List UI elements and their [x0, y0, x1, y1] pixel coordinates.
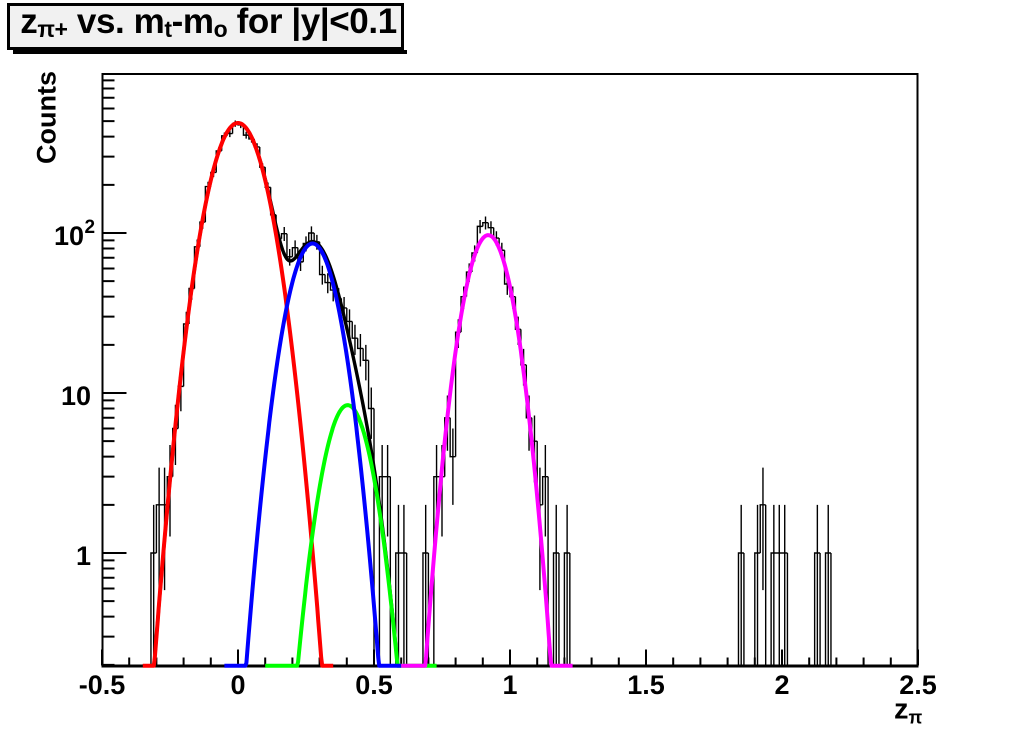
- svg-text:2.5: 2.5: [899, 670, 937, 700]
- svg-text:10: 10: [54, 221, 84, 251]
- svg-text:Counts: Counts: [32, 71, 62, 164]
- svg-text:2: 2: [774, 670, 789, 700]
- svg-text:1: 1: [76, 541, 91, 571]
- svg-text:1: 1: [502, 670, 517, 700]
- svg-text:1.5: 1.5: [627, 670, 665, 700]
- svg-text:-0.5: -0.5: [79, 670, 126, 700]
- svg-text:0.5: 0.5: [355, 670, 393, 700]
- svg-text:10: 10: [61, 381, 91, 411]
- svg-text:2: 2: [85, 217, 96, 238]
- svg-text:0: 0: [230, 670, 245, 700]
